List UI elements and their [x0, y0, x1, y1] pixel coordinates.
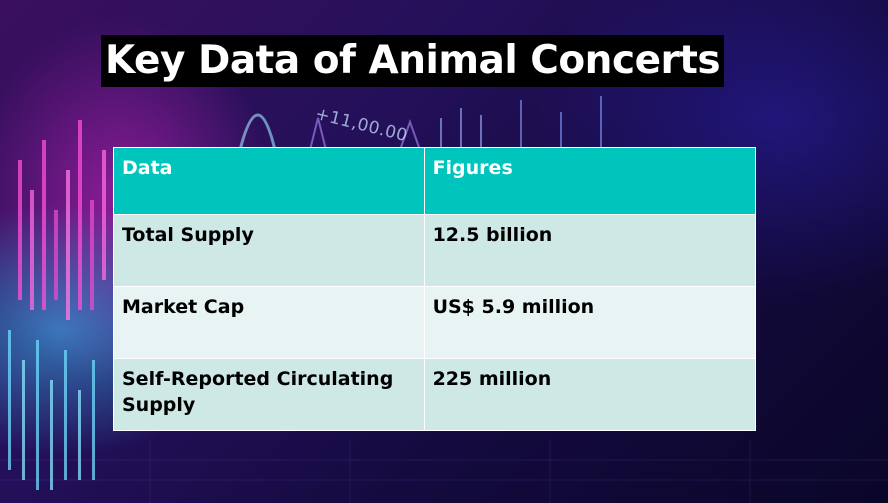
table-row: Market Cap US$ 5.9 million: [113, 286, 757, 359]
row-value: 225 million: [423, 358, 757, 431]
table-row: Self-Reported Circulating Supply 225 mil…: [113, 358, 757, 431]
row-value: 12.5 billion: [423, 214, 757, 287]
table-header-row: Data Figures: [113, 147, 757, 215]
background-grid: [0, 440, 888, 503]
key-data-table: Data Figures Total Supply 12.5 billion M…: [113, 147, 757, 431]
slide-title: Key Data of Animal Concerts: [101, 35, 725, 87]
background-glow-lines: [238, 96, 602, 151]
row-label: Self-Reported Circulating Supply: [113, 358, 425, 431]
header-data: Data: [113, 147, 425, 215]
row-label: Total Supply: [113, 214, 425, 287]
table-row: Total Supply 12.5 billion: [113, 214, 757, 287]
row-value: US$ 5.9 million: [423, 286, 757, 359]
row-label: Market Cap: [113, 286, 425, 359]
header-figures: Figures: [423, 147, 757, 215]
background-candlestick-bars: [8, 120, 106, 490]
